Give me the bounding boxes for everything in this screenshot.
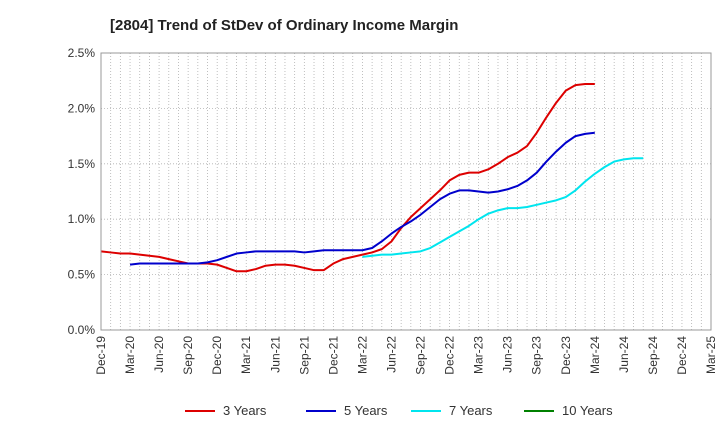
x-tick-label: Jun-20 — [152, 336, 166, 373]
x-tick-label: Mar-23 — [472, 336, 486, 374]
x-tick-label: Mar-20 — [123, 336, 137, 374]
x-tick-label: Dec-21 — [326, 336, 340, 375]
y-tick-label: 0.5% — [68, 268, 96, 282]
series-line-7-years — [362, 157, 644, 258]
x-tick-label: Jun-23 — [501, 336, 515, 373]
x-axis-ticks: Dec-19 Mar-20 Jun-20 Sep-20 Dec-20 Mar-21 Jun-… — [94, 336, 718, 375]
y-axis-ticks: 0.0% 0.5% 1.0% 1.5% 2.0% 2.5% — [68, 46, 96, 337]
x-tick-label: Jun-22 — [384, 336, 398, 373]
x-tick-label: Sep-23 — [530, 336, 544, 375]
grid — [101, 52, 711, 331]
x-tick-label: Sep-24 — [646, 336, 660, 375]
x-tick-label: Sep-20 — [181, 336, 195, 375]
legend-label: 7 Years — [449, 403, 493, 418]
legend-label: 10 Years — [562, 403, 613, 418]
x-tick-label: Mar-25 — [704, 336, 718, 374]
x-tick-label: Dec-23 — [559, 336, 573, 375]
x-tick-label: Sep-21 — [297, 336, 311, 375]
series-line-5-years — [129, 131, 595, 266]
x-tick-label: Mar-21 — [239, 336, 253, 374]
y-tick-label: 0.0% — [68, 323, 96, 337]
x-tick-label: Dec-24 — [675, 336, 689, 375]
x-tick-label: Mar-22 — [355, 336, 369, 374]
x-tick-label: Sep-22 — [414, 336, 428, 375]
y-tick-label: 2.5% — [68, 46, 96, 60]
series-lines — [100, 83, 644, 273]
legend-label: 5 Years — [344, 403, 388, 418]
x-tick-label: Dec-19 — [94, 336, 108, 375]
x-tick-label: Dec-20 — [210, 336, 224, 375]
y-tick-label: 2.0% — [68, 101, 96, 115]
x-tick-label: Dec-22 — [443, 336, 457, 375]
x-tick-label: Mar-24 — [588, 336, 602, 374]
y-tick-label: 1.5% — [68, 157, 96, 171]
y-tick-label: 1.0% — [68, 212, 96, 226]
chart-title: [2804] Trend of StDev of Ordinary Income… — [110, 17, 458, 34]
series-line-3-years — [100, 83, 595, 273]
x-tick-label: Jun-21 — [268, 336, 282, 373]
legend-label: 3 Years — [223, 403, 267, 418]
legend: 3 Years 5 Years 7 Years 10 Years — [185, 403, 613, 418]
plot-frame — [100, 52, 712, 331]
x-tick-label: Jun-24 — [617, 336, 631, 373]
